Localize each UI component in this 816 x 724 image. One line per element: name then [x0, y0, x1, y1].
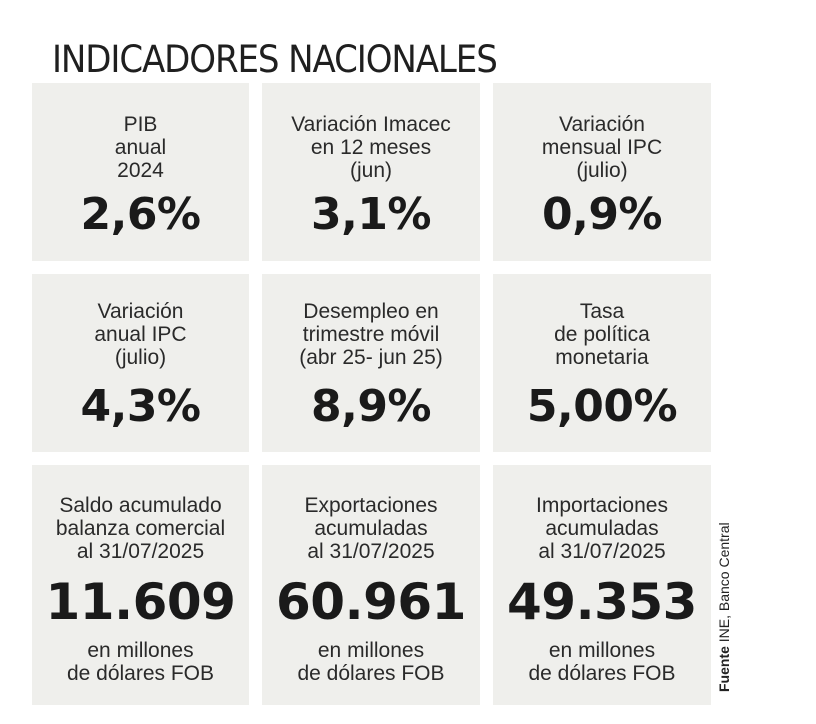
- indicator-card-unemployment: Desempleo en trimestre móvil (abr 25- ju…: [262, 274, 480, 452]
- indicator-label: Tasa de política monetaria: [554, 300, 650, 369]
- indicator-label: Variación anual IPC (julio): [94, 300, 187, 369]
- indicator-value: 60.961: [276, 573, 466, 631]
- indicator-unit: en millones de dólares FOB: [297, 639, 445, 685]
- indicator-label: Saldo acumulado balanza comercial al 31/…: [55, 494, 226, 563]
- indicator-unit: en millones de dólares FOB: [66, 639, 215, 685]
- indicator-card-ipc-monthly: Variación mensual IPC (julio) 0,9%: [493, 83, 711, 261]
- indicator-card-ipc-annual: Variación anual IPC (julio) 4,3%: [32, 274, 249, 452]
- indicator-value: 49.353: [507, 573, 697, 631]
- indicator-card-imacec: Variación Imacec en 12 meses (jun) 3,1%: [262, 83, 480, 261]
- indicator-card-imports: Importaciones acumuladas al 31/07/2025 4…: [493, 465, 711, 705]
- indicator-label: Variación mensual IPC (julio): [541, 113, 663, 182]
- source-label: Fuente: [716, 646, 732, 692]
- page-title: INDICADORES NACIONALES: [52, 38, 498, 81]
- indicator-card-trade-balance: Saldo acumulado balanza comercial al 31/…: [32, 465, 249, 705]
- indicator-value: 4,3%: [80, 381, 201, 432]
- indicator-value: 11.609: [45, 573, 236, 631]
- source-text: INE, Banco Central: [716, 522, 732, 647]
- indicator-card-policy-rate: Tasa de política monetaria 5,00%: [493, 274, 711, 452]
- indicators-grid: PIB anual 2024 2,6% Variación Imacec en …: [32, 83, 711, 705]
- indicator-card-exports: Exportaciones acumuladas al 31/07/2025 6…: [262, 465, 480, 705]
- indicator-value: 5,00%: [526, 381, 678, 432]
- indicator-label: Variación Imacec en 12 meses (jun): [291, 113, 451, 182]
- indicator-label: Importaciones acumuladas al 31/07/2025: [536, 494, 668, 563]
- indicator-label: PIB anual 2024: [114, 113, 167, 182]
- indicator-card-pib: PIB anual 2024 2,6%: [32, 83, 249, 261]
- indicator-label: Desempleo en trimestre móvil (abr 25- ju…: [299, 300, 443, 369]
- indicator-value: 8,9%: [310, 381, 432, 432]
- source-note: Fuente INE, Banco Central: [716, 522, 732, 692]
- indicator-value: 0,9%: [541, 189, 663, 240]
- indicator-value: 2,6%: [80, 189, 201, 240]
- indicator-label: Exportaciones acumuladas al 31/07/2025: [304, 494, 438, 563]
- indicator-value: 3,1%: [310, 189, 432, 240]
- indicator-unit: en millones de dólares FOB: [528, 639, 676, 685]
